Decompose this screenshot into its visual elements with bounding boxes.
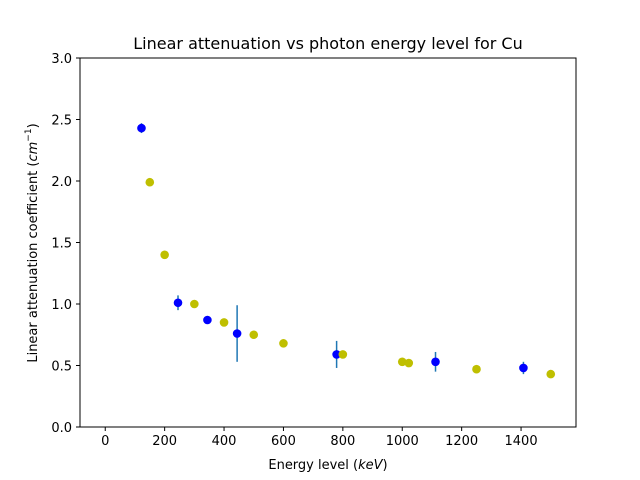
x-tick-label: 800 xyxy=(330,434,355,449)
x-axis-label-unit: keV xyxy=(358,458,384,473)
y-tick-label: 2.0 xyxy=(51,175,72,190)
data-point xyxy=(332,350,341,359)
x-axis-label-prefix: Energy level ( xyxy=(268,458,358,473)
x-tick-label: 1400 xyxy=(505,434,538,449)
data-point xyxy=(397,357,407,367)
data-point xyxy=(519,363,528,373)
y-tick-label: 0.0 xyxy=(51,421,72,436)
y-axis-label-exponent: −1 xyxy=(24,128,34,141)
data-point xyxy=(173,298,183,308)
data-point xyxy=(219,318,229,327)
y-tick-label: 1.0 xyxy=(51,298,72,313)
x-tick-label: 200 xyxy=(152,434,177,449)
data-point xyxy=(546,369,556,379)
data-point xyxy=(137,123,146,133)
data-point xyxy=(338,350,348,359)
x-tick-label: 1000 xyxy=(386,434,419,449)
data-point xyxy=(249,330,259,340)
y-tick-label: 2.5 xyxy=(51,114,72,129)
y-axis-label-suffix: ) xyxy=(26,123,41,128)
plot-frame xyxy=(79,57,577,428)
data-point xyxy=(160,250,169,260)
y-tick-label: 0.5 xyxy=(51,360,72,375)
y-axis-label: Linear attenuation coefficient (cm−1) xyxy=(24,123,41,362)
y-axis-label-unit: cm xyxy=(26,142,41,162)
y-axis-label-prefix: Linear attenuation coefficient ( xyxy=(26,162,41,363)
y-tick-label: 3.0 xyxy=(51,52,72,67)
data-point xyxy=(404,358,414,368)
data-point xyxy=(203,315,212,325)
x-tick-label: 1200 xyxy=(445,434,478,449)
chart-title: Linear attenuation vs photon energy leve… xyxy=(133,34,522,53)
x-axis-label: Energy level (keV) xyxy=(268,458,387,473)
errorbars-group xyxy=(140,123,525,375)
data-point xyxy=(472,364,481,374)
x-axis-label-suffix: ) xyxy=(383,458,388,473)
data-point xyxy=(145,177,155,187)
y-tick-label: 1.5 xyxy=(51,237,72,252)
x-tick-label: 0 xyxy=(101,434,109,449)
data-point xyxy=(431,357,440,367)
x-tick-label: 600 xyxy=(271,434,296,449)
ticks-group: 0 200 400 600 800 1000 1200 1400 0.0 0.5 1.0 1.5 2.0… xyxy=(51,52,537,449)
data-point xyxy=(232,329,242,338)
x-tick-label: 400 xyxy=(212,434,237,449)
points-group xyxy=(137,123,556,379)
data-point xyxy=(279,339,288,348)
data-point xyxy=(190,299,199,309)
